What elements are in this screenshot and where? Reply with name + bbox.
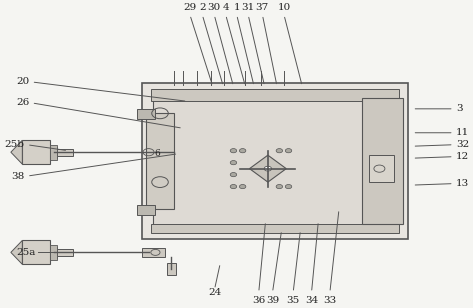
Bar — [141, 248, 165, 257]
Circle shape — [230, 160, 236, 165]
Text: 4: 4 — [222, 3, 229, 12]
Circle shape — [230, 184, 236, 189]
Text: 3: 3 — [456, 104, 463, 113]
Bar — [151, 89, 399, 101]
Circle shape — [264, 166, 272, 171]
Bar — [153, 91, 396, 231]
Circle shape — [230, 172, 236, 177]
Bar — [369, 155, 394, 182]
Text: 24: 24 — [209, 288, 222, 297]
Text: 36: 36 — [252, 296, 265, 305]
Text: 26: 26 — [16, 98, 29, 107]
Text: 20: 20 — [16, 77, 29, 87]
Bar — [50, 145, 57, 160]
Bar — [141, 83, 408, 239]
Text: 12: 12 — [456, 152, 469, 161]
Bar — [146, 113, 174, 209]
Text: 35: 35 — [287, 296, 300, 305]
Text: 39: 39 — [266, 296, 279, 305]
Text: 31: 31 — [242, 3, 255, 12]
Bar — [137, 205, 156, 215]
Text: 11: 11 — [456, 128, 469, 137]
Circle shape — [239, 184, 246, 189]
Text: 38: 38 — [11, 172, 25, 180]
Bar — [45, 147, 57, 158]
Polygon shape — [250, 155, 286, 182]
Bar — [54, 249, 73, 256]
Polygon shape — [11, 241, 22, 264]
Text: 6: 6 — [155, 149, 160, 158]
Text: 10: 10 — [277, 3, 290, 12]
Bar — [22, 140, 50, 164]
Bar — [167, 263, 176, 275]
Bar — [45, 247, 57, 258]
Polygon shape — [11, 140, 22, 164]
Text: 1: 1 — [233, 3, 240, 12]
Text: 25a: 25a — [17, 248, 36, 257]
Circle shape — [285, 184, 292, 189]
Bar — [137, 109, 156, 119]
Circle shape — [239, 148, 246, 153]
Text: 25b: 25b — [5, 140, 25, 149]
Text: 34: 34 — [305, 296, 318, 305]
Bar — [151, 224, 399, 233]
Circle shape — [276, 184, 282, 189]
Text: 32: 32 — [456, 140, 469, 149]
Circle shape — [276, 148, 282, 153]
Text: 29: 29 — [183, 3, 196, 12]
Text: 13: 13 — [456, 179, 469, 188]
Text: 30: 30 — [208, 3, 221, 12]
Text: 33: 33 — [323, 296, 336, 305]
Text: 37: 37 — [256, 3, 269, 12]
Bar — [362, 98, 403, 224]
Bar — [54, 148, 73, 156]
Bar — [22, 241, 50, 264]
Circle shape — [230, 148, 236, 153]
Bar — [50, 245, 57, 260]
Text: 2: 2 — [199, 3, 206, 12]
Circle shape — [285, 148, 292, 153]
